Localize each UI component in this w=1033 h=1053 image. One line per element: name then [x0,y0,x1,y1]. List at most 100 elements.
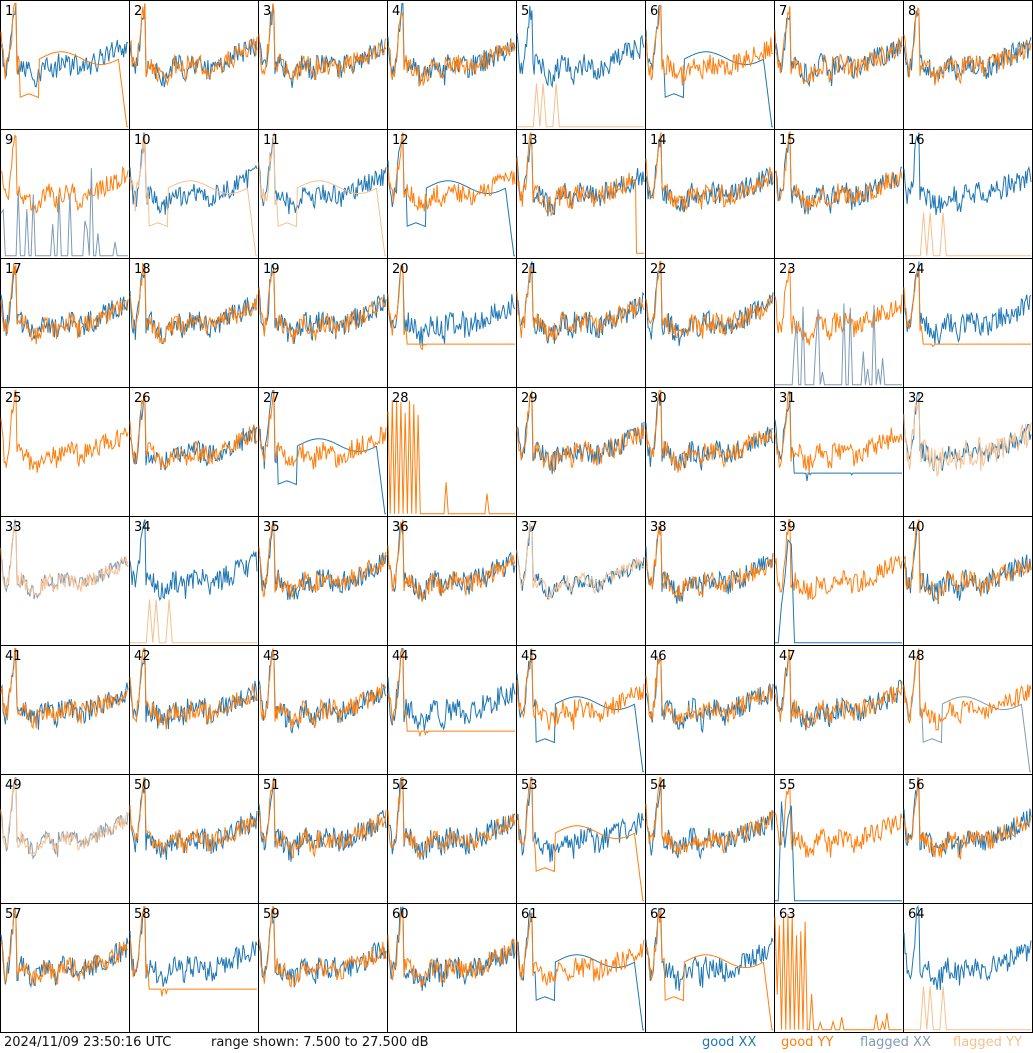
panel-1: 1 [0,0,130,130]
panel-13: 13 [516,129,646,259]
series-good-xx [516,777,645,863]
series-good-xx [258,777,387,862]
series-good-xx [516,648,644,773]
panel-frame [645,0,775,130]
series-good-yy [387,519,516,603]
series-good-yy [903,777,1032,860]
panel-frame [0,516,130,646]
panel-label: 11 [263,133,280,148]
series-good-xx [516,5,645,89]
series-good-xx [903,132,1032,216]
panel-label: 53 [521,778,538,793]
panel-9: 9 [0,129,130,259]
panel-56: 56 [903,774,1033,904]
series-good-yy [0,648,129,730]
series-flagged-xx [775,303,902,386]
series-good-yy [516,132,644,254]
panel-label: 9 [5,133,13,148]
panel-label: 41 [5,649,22,664]
panel-19: 19 [258,258,388,388]
panel-label: 27 [263,391,280,406]
panel-label: 42 [134,649,151,664]
panel-label: 1 [5,4,13,19]
series-flagged-xx [903,651,1031,773]
panel-frame [774,903,904,1033]
series-good-yy [516,776,644,902]
series-good-yy [645,261,774,339]
panel-6: 6 [645,0,775,130]
series-good-yy [387,265,515,351]
panel-32: 32 [903,387,1033,517]
series-good-yy [129,906,257,997]
panel-47: 47 [774,645,904,775]
panel-24: 24 [903,258,1033,388]
panel-63: 63 [774,903,904,1033]
panel-48: 48 [903,645,1033,775]
panel-label: 36 [392,520,409,535]
panel-57: 57 [0,903,130,1033]
panel-26: 26 [129,387,259,517]
panel-label: 44 [392,649,409,664]
panel-label: 54 [650,778,667,793]
panel-label: 18 [134,262,151,277]
panel-label: 26 [134,391,151,406]
panel-label: 35 [263,520,280,535]
panel-label: 64 [908,907,925,922]
series-good-xx [903,261,1032,345]
panel-11: 11 [258,129,388,259]
panel-label: 57 [5,907,22,922]
panel-64: 64 [903,903,1033,1033]
panel-label: 33 [5,520,22,535]
panel-label: 38 [650,520,667,535]
panel-label: 40 [908,520,925,535]
panel-22: 22 [645,258,775,388]
series-good-yy [387,132,516,212]
panel-label: 47 [779,649,796,664]
panel-28: 28 [387,387,517,517]
series-good-yy [0,263,129,345]
panel-label: 2 [134,4,142,19]
panel-5: 5 [516,0,646,130]
panel-45: 45 [516,645,646,775]
panel-label: 6 [650,4,658,19]
panel-18: 18 [129,258,259,388]
legend-good-xx: good XX [702,1035,757,1050]
panel-label: 52 [392,778,409,793]
panel-frame [516,516,646,646]
panel-frame [645,645,775,775]
panel-frame [0,387,130,517]
series-good-xx [645,4,773,128]
panel-label: 21 [521,262,538,277]
series-good-xx [645,261,774,346]
panel-label: 51 [263,778,280,793]
panel-31: 31 [774,387,904,517]
panel-50: 50 [129,774,259,904]
panel-label: 49 [5,778,22,793]
panel-17: 17 [0,258,130,388]
panel-49: 49 [0,774,130,904]
series-good-yy [774,6,903,85]
series-flagged-yy [129,132,257,257]
panel-10: 10 [129,129,259,259]
panel-frame [0,774,130,904]
panel-23: 23 [774,258,904,388]
series-good-yy [387,12,516,87]
panel-14: 14 [645,129,775,259]
panel-33: 33 [0,516,130,646]
panel-label: 62 [650,907,667,922]
series-flagged-yy [903,395,1032,477]
series-good-xx [645,907,774,992]
panel-46: 46 [645,645,775,775]
series-flagged-yy [130,599,257,644]
panel-label: 8 [908,4,916,19]
series-good-yy [258,905,387,988]
panel-label: 10 [134,133,151,148]
series-good-yy [258,269,387,345]
panel-label: 19 [263,262,280,277]
panel-16: 16 [903,129,1033,259]
series-good-yy [774,390,903,474]
series-good-yy [903,268,1031,348]
series-good-yy [774,131,903,213]
series-good-xx [0,649,129,730]
panel-4: 4 [387,0,517,130]
